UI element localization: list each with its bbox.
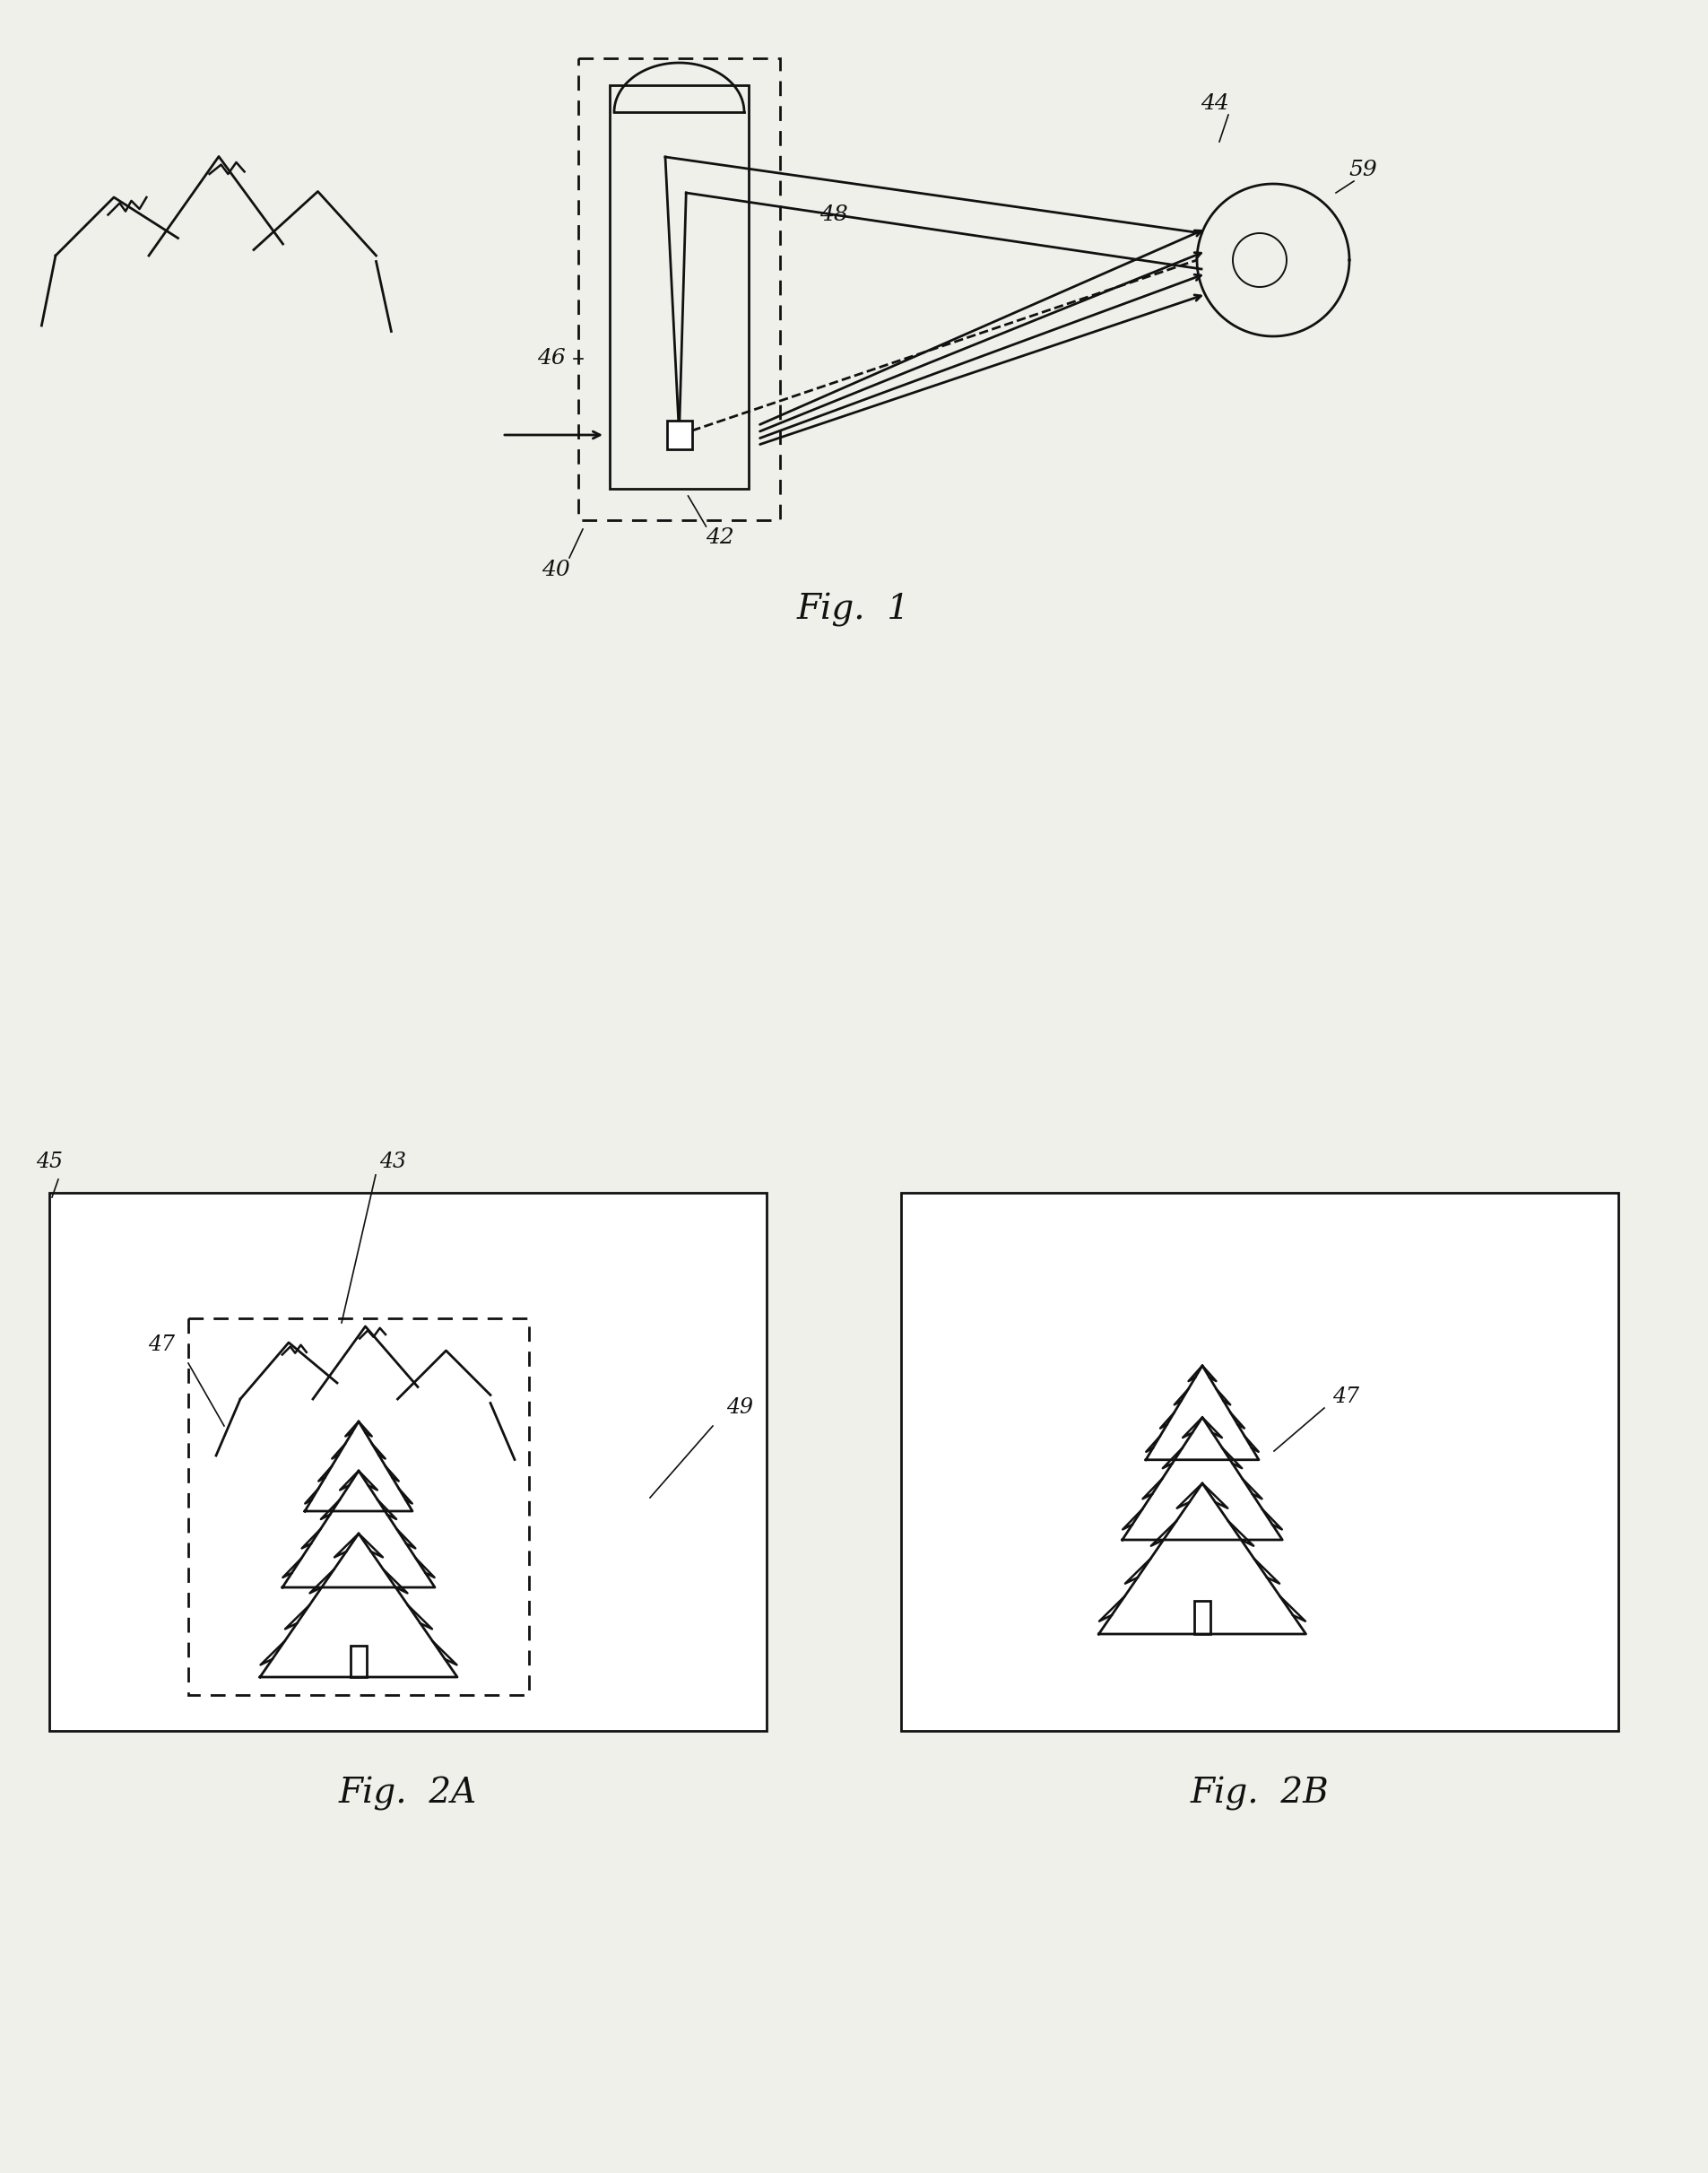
Text: 43: 43 (379, 1152, 407, 1171)
Bar (610, 85, 748, 489)
Text: 49: 49 (726, 1397, 753, 1419)
Bar (188, 1319, 529, 1695)
Text: 59: 59 (1349, 161, 1377, 180)
Text: 48: 48 (820, 204, 849, 226)
Text: 44: 44 (1201, 93, 1230, 113)
Bar (50, 1193, 767, 1732)
Bar (579, 59, 781, 519)
Text: 47: 47 (1332, 1386, 1360, 1408)
Text: Fig.  1: Fig. 1 (798, 593, 910, 626)
Text: 45: 45 (36, 1152, 63, 1171)
Bar (666, 422, 692, 450)
Text: Fig.  2B: Fig. 2B (1190, 1778, 1329, 1810)
Bar (350, 1645, 367, 1678)
Text: 46: 46 (538, 348, 565, 369)
Text: 42: 42 (705, 528, 734, 548)
Bar (1194, 1602, 1211, 1634)
Text: 47: 47 (149, 1334, 174, 1356)
Text: 40: 40 (541, 558, 570, 580)
Text: Fig.  2A: Fig. 2A (338, 1778, 477, 1810)
Bar (902, 1193, 1619, 1732)
